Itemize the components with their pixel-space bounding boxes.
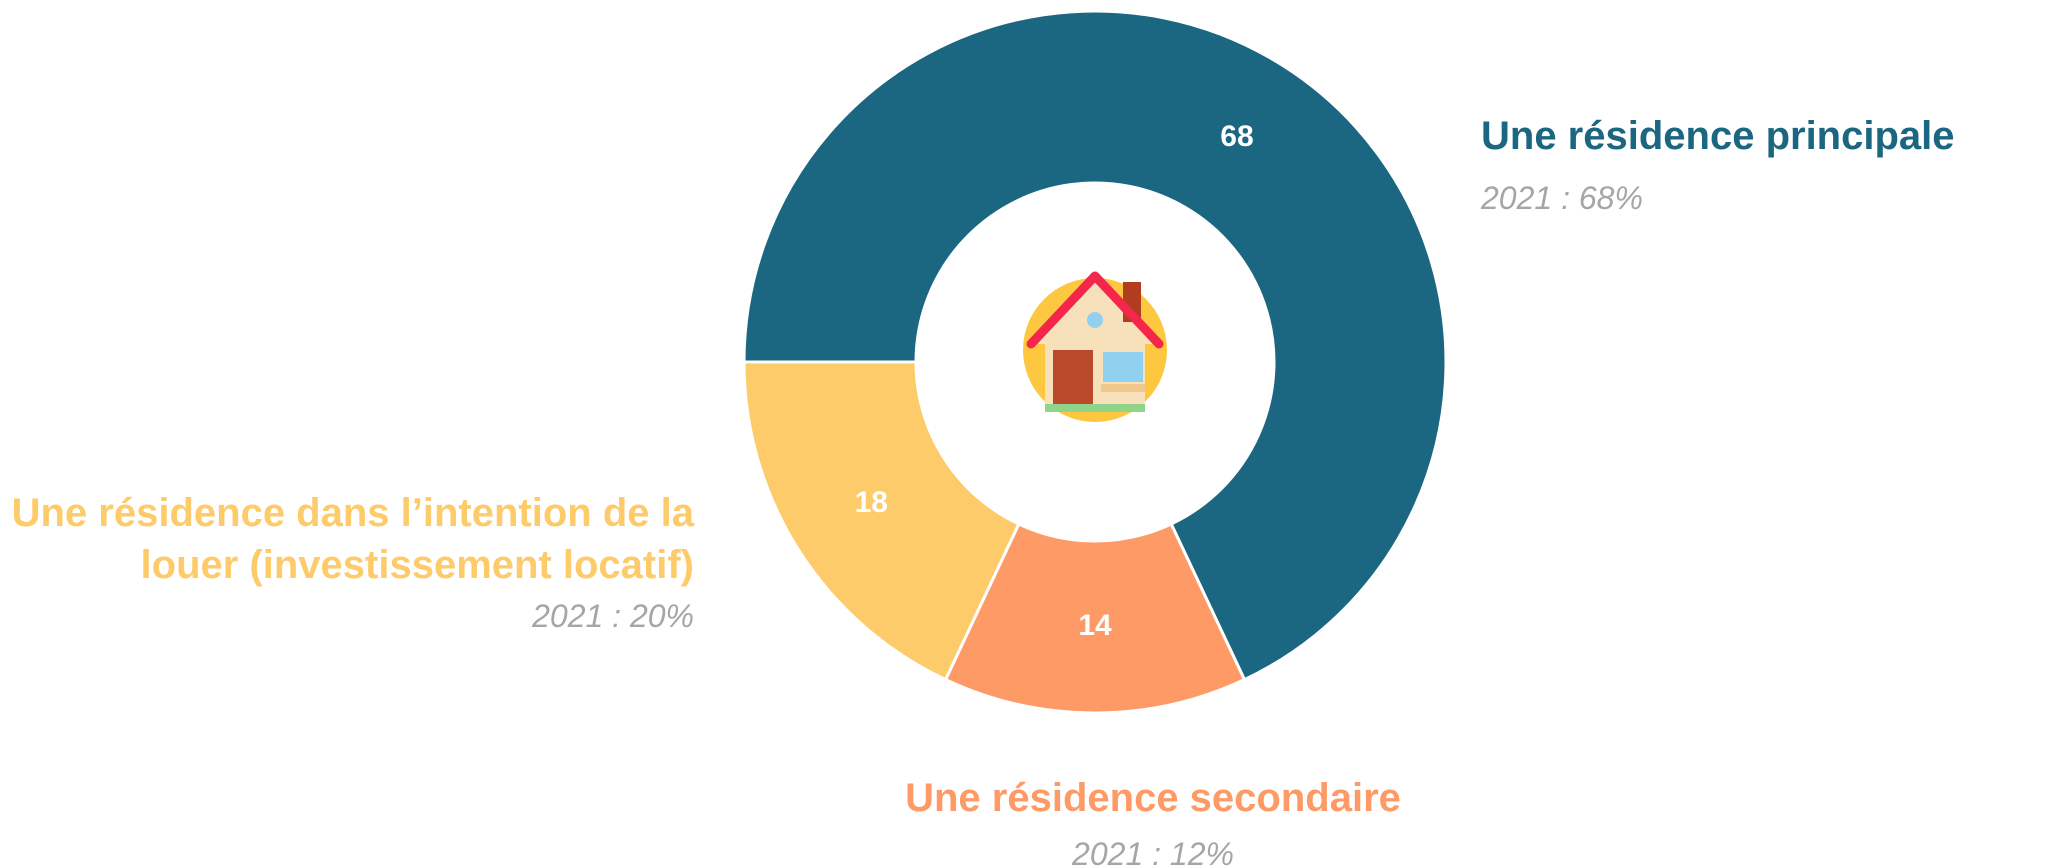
legend-label: Une résidence dans l’intention de la lou…	[11, 491, 694, 587]
slices: 68 14 18	[742, 9, 1448, 715]
house-icon	[1023, 271, 1167, 422]
data-label: 68	[1220, 120, 1253, 153]
previous-label: 2021 : 12%	[1072, 836, 1234, 868]
slice	[742, 360, 1021, 682]
previous-label: 2021 : 20%	[532, 598, 694, 634]
legend-label: Une résidence principale	[1481, 114, 1955, 158]
legend-label: Une résidence secondaire	[905, 776, 1401, 820]
data-label: 18	[855, 486, 888, 519]
previous-label: 2021 : 68%	[1481, 180, 1643, 216]
data-label: 14	[1078, 609, 1112, 642]
slice	[742, 9, 1448, 682]
slice	[943, 521, 1247, 715]
